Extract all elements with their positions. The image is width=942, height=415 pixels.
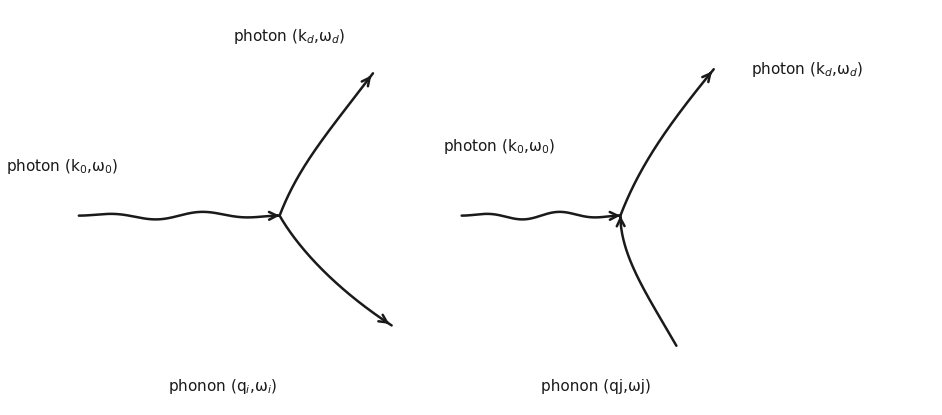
Text: photon (k$_d$,ω$_d$): photon (k$_d$,ω$_d$) [751,60,863,79]
Text: photon (k$_0$,ω$_0$): photon (k$_0$,ω$_0$) [443,137,555,156]
Text: phonon (q$_i$,ω$_i$): phonon (q$_i$,ω$_i$) [168,377,277,396]
Text: phonon (qj,ωj): phonon (qj,ωj) [541,379,651,394]
Text: photon (k$_0$,ω$_0$): photon (k$_0$,ω$_0$) [6,157,119,176]
Text: photon (k$_d$,ω$_d$): photon (k$_d$,ω$_d$) [233,27,345,46]
